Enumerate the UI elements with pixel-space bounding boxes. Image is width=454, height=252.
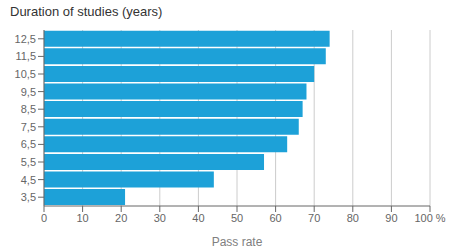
svg-text:70: 70 [308,212,320,224]
svg-text:80: 80 [347,212,359,224]
svg-text:40: 40 [192,212,204,224]
svg-text:100 %: 100 % [414,212,445,224]
svg-text:5,5: 5,5 [21,156,36,168]
svg-text:30: 30 [154,212,166,224]
svg-text:60: 60 [269,212,281,224]
html-text:Duration of studies (years): Duration of studies (years) [10,4,163,19]
svg-text:10,5: 10,5 [15,68,36,80]
svg-text:90: 90 [385,212,397,224]
svg-text:20: 20 [115,212,127,224]
svg-text:9,5: 9,5 [21,86,36,98]
svg-text:8,5: 8,5 [21,103,36,115]
svg-text:4,5: 4,5 [21,174,36,186]
svg-text:6,5: 6,5 [21,138,36,150]
svg-text:0: 0 [41,212,47,224]
svg-text:11,5: 11,5 [15,50,36,62]
svg-text:7,5: 7,5 [21,121,36,133]
svg-text:10: 10 [76,212,88,224]
svg-text:Pass rate: Pass rate [212,235,263,249]
svg-text:3,5: 3,5 [21,191,36,203]
svg-text:50: 50 [231,212,243,224]
svg-text:12,5: 12,5 [15,33,36,45]
